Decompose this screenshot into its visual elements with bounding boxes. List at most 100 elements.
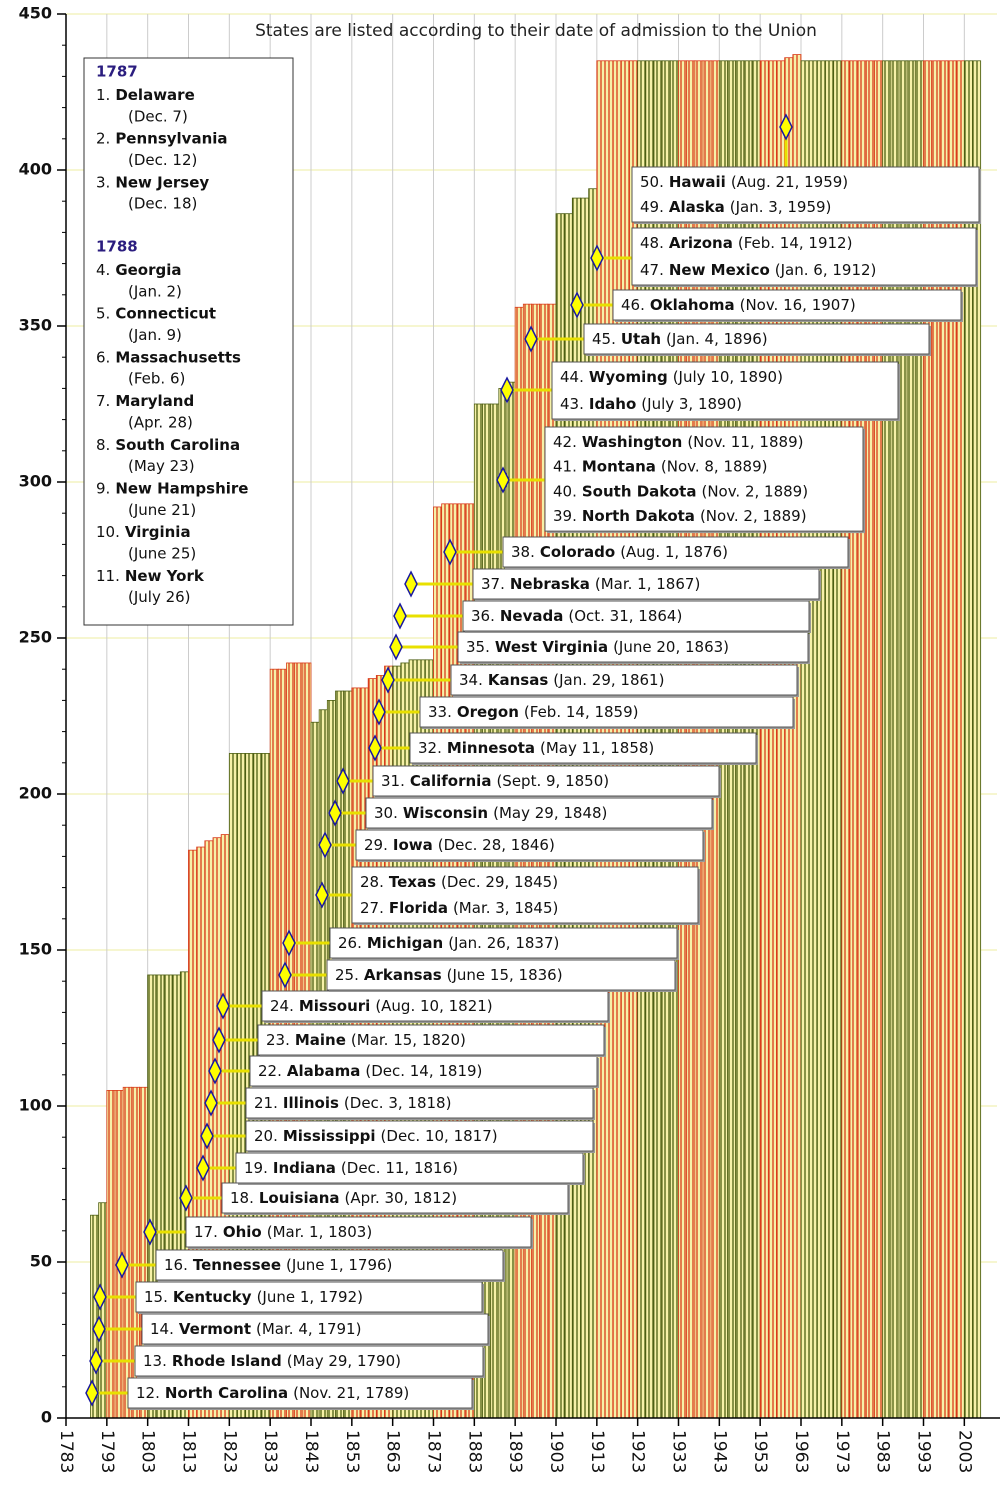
state-line: 34. Kansas (Jan. 29, 1861) (459, 671, 664, 689)
state-line: 5. Connecticut (96, 304, 216, 322)
callout-box (457, 631, 809, 663)
state-date: (Feb. 14, 1859) (524, 703, 639, 721)
state-number: 18. (230, 1189, 254, 1207)
state-date: (May 11, 1858) (540, 739, 654, 757)
legend-box (83, 57, 294, 626)
state-date: (Jan. 4, 1896) (666, 330, 768, 348)
x-tick-label: 1883 (464, 1430, 484, 1473)
state-line: 20. Mississippi (Dec. 10, 1817) (254, 1127, 498, 1145)
x-tick-label: 1803 (138, 1430, 158, 1473)
state-date: (Dec. 3, 1818) (344, 1094, 452, 1112)
state-line: 3. New Jersey (96, 173, 209, 191)
x-tick-label: 1813 (179, 1430, 199, 1473)
state-line: 32. Minnesota (May 11, 1858) (418, 739, 654, 757)
state-date: (Feb. 14, 1912) (738, 234, 853, 252)
callout-box (235, 1152, 584, 1184)
x-tick-label: 1943 (709, 1430, 729, 1473)
callout-box (409, 732, 757, 764)
callout-box (631, 166, 980, 223)
state-number: 27. (360, 899, 384, 917)
state-line: 40. South Dakota (Nov. 2, 1889) (553, 482, 808, 500)
admission-marker (204, 1089, 218, 1117)
x-tick-label: 1933 (669, 1430, 689, 1473)
callout-box (249, 1055, 598, 1087)
state-line: 18. Louisiana (Apr. 30, 1812) (230, 1189, 457, 1207)
state-name: West Virginia (495, 638, 608, 656)
state-date: (Sept. 9, 1850) (496, 772, 609, 790)
state-name: Mississippi (283, 1127, 376, 1145)
admission-marker (212, 1026, 226, 1054)
state-name: Rhode Island (172, 1352, 282, 1370)
state-number: 50. (640, 173, 664, 191)
state-name: Idaho (589, 395, 636, 413)
state-line: 42. Washington (Nov. 11, 1889) (553, 433, 803, 451)
state-name: Wisconsin (403, 804, 488, 822)
admission-marker (336, 767, 350, 795)
state-number: 26. (338, 934, 362, 952)
callout-box (326, 959, 676, 991)
state-number: 2. (96, 129, 110, 147)
state-date: (Dec. 7) (128, 107, 188, 125)
state-line: 11. New York (96, 566, 205, 584)
state-number: 7. (96, 392, 110, 410)
admission-marker (381, 666, 395, 694)
state-line: 26. Michigan (Jan. 26, 1837) (338, 934, 559, 952)
state-line: 12. North Carolina (Nov. 21, 1789) (136, 1384, 409, 1402)
state-name: Maryland (115, 392, 194, 410)
callout-box (221, 1182, 569, 1214)
state-date: (Dec. 29, 1845) (441, 873, 558, 891)
admission-marker (443, 538, 457, 566)
callout-box (372, 765, 720, 797)
state-number: 45. (592, 330, 616, 348)
state-date: (Dec. 10, 1817) (381, 1127, 498, 1145)
state-name: Hawaii (669, 173, 726, 191)
state-number: 16. (164, 1256, 188, 1274)
x-tick-label: 2003 (954, 1430, 974, 1473)
state-date: (Dec. 12) (128, 151, 197, 169)
state-line: 41. Montana (Nov. 8, 1889) (553, 457, 767, 475)
state-date: (Nov. 2, 1889) (700, 507, 807, 525)
callout-box (462, 600, 810, 632)
x-tick-label: 1913 (587, 1430, 607, 1473)
x-tick-label: 1993 (914, 1430, 934, 1473)
state-number: 1. (96, 86, 110, 104)
state-date: (Nov. 16, 1907) (740, 296, 856, 314)
state-line: 2. Pennsylvania (96, 129, 228, 147)
state-number: 25. (335, 966, 359, 984)
state-number: 4. (96, 261, 110, 279)
state-date: (Jan. 9) (128, 326, 182, 344)
state-name: Michigan (367, 934, 443, 952)
state-line: 50. Hawaii (Aug. 21, 1959) (640, 173, 848, 191)
state-date: (Dec. 11, 1816) (341, 1159, 458, 1177)
state-number: 23. (266, 1031, 290, 1049)
admission-marker (368, 734, 382, 762)
callout-box (261, 990, 609, 1022)
state-name: Arkansas (364, 966, 442, 984)
state-date: (Nov. 21, 1789) (293, 1384, 409, 1402)
callout-box (631, 227, 977, 286)
state-name: Washington (582, 433, 682, 451)
state-date: (Oct. 31, 1864) (568, 607, 682, 625)
state-date: (Jan. 3, 1959) (730, 198, 832, 216)
state-line: 19. Indiana (Dec. 11, 1816) (244, 1159, 458, 1177)
y-tick-label: 450 (19, 4, 52, 23)
state-line: 47. New Mexico (Jan. 6, 1912) (640, 261, 876, 279)
callout-box (583, 323, 930, 355)
admission-marker (92, 1315, 106, 1343)
admission-marker (389, 633, 403, 661)
state-number: 37. (481, 575, 505, 593)
state-number: 14. (150, 1320, 174, 1338)
state-number: 8. (96, 435, 110, 453)
state-name: Kansas (488, 671, 548, 689)
state-line: 33. Oregon (Feb. 14, 1859) (428, 703, 639, 721)
legend-year: 1788 (96, 238, 138, 256)
state-number: 6. (96, 348, 110, 366)
x-tick-label: 1903 (546, 1430, 566, 1473)
state-name: Nebraska (510, 575, 590, 593)
admission-marker (590, 244, 604, 272)
x-tick-label: 1953 (750, 1430, 770, 1473)
state-line: 45. Utah (Jan. 4, 1896) (592, 330, 768, 348)
state-name: Alaska (669, 198, 725, 216)
state-date: (July 10, 1890) (673, 368, 783, 386)
admission-marker (393, 602, 407, 630)
